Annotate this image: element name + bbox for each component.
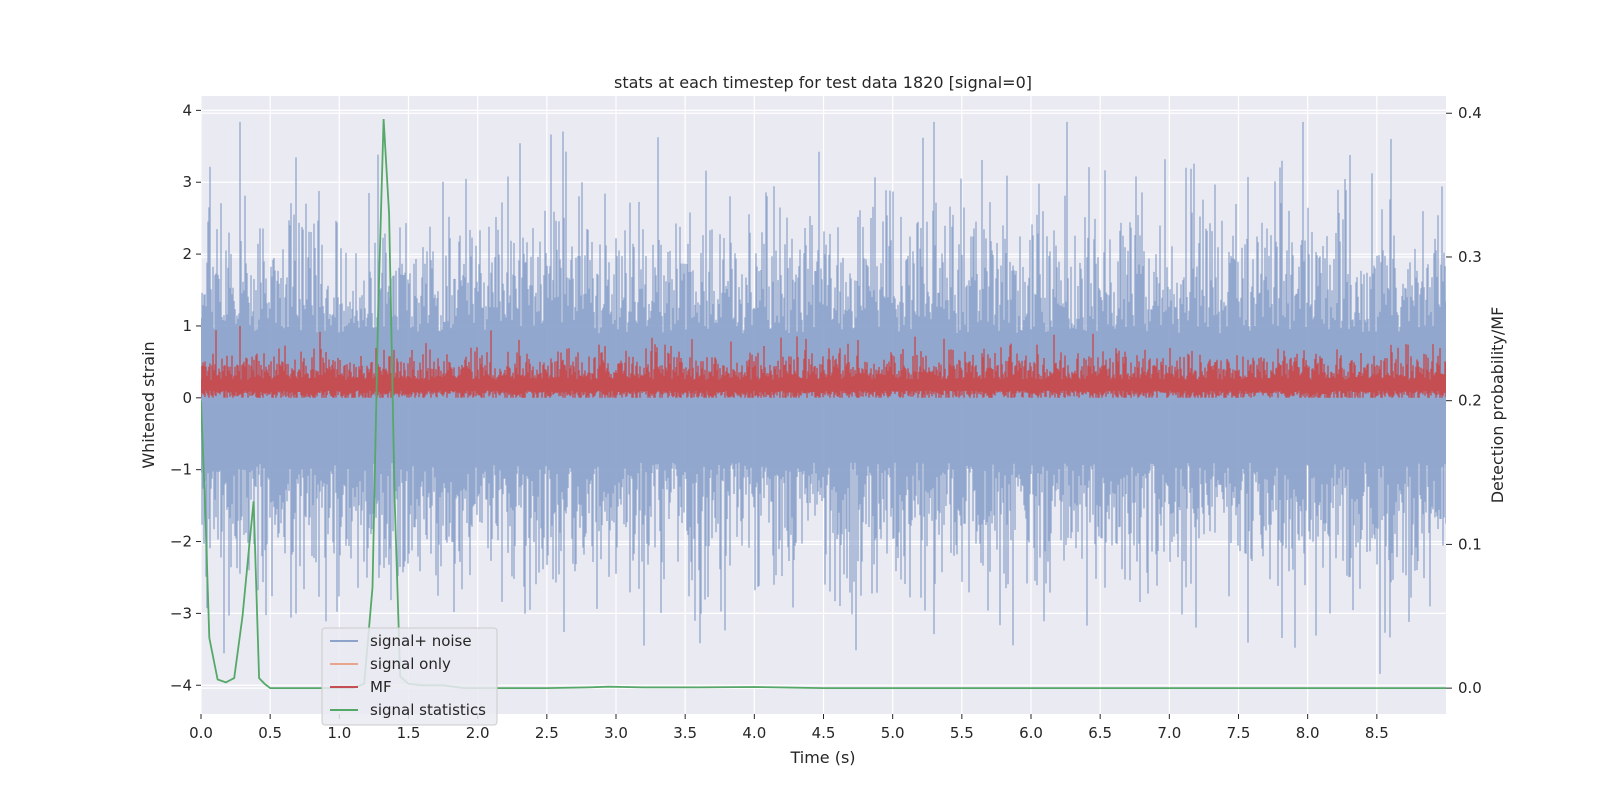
x-tick-label: 5.5 bbox=[950, 724, 974, 742]
series-signal-noise-line bbox=[201, 121, 1446, 674]
y-tick-label: 1 bbox=[182, 317, 192, 335]
y-tick-label: 4 bbox=[182, 101, 192, 119]
right-y-axis-ticks: 0.4 0.3 0.2 0.1 0.0 bbox=[1446, 104, 1482, 697]
plot-area bbox=[201, 118, 1446, 689]
x-tick-label: 3.0 bbox=[604, 724, 628, 742]
x-axis-label: Time (s) bbox=[789, 748, 855, 767]
legend-label-signal-noise: signal+ noise bbox=[370, 632, 472, 650]
right-y-tick-label: 0.0 bbox=[1458, 679, 1482, 697]
x-axis-ticks: 0.0 0.5 1.0 1.5 2.0 2.5 3.0 3.5 4.0 4.5 5.0 5.5 6.0 6… bbox=[189, 714, 1389, 742]
legend-label-signal-statistics: signal statistics bbox=[370, 701, 486, 719]
x-tick-label: 6.5 bbox=[1088, 724, 1112, 742]
legend-label-signal-only: signal only bbox=[370, 655, 451, 673]
y-tick-label: −3 bbox=[170, 604, 192, 622]
chart-title: stats at each timestep for test data 182… bbox=[614, 73, 1032, 92]
right-y-tick-label: 0.2 bbox=[1458, 392, 1482, 410]
legend-box bbox=[321, 627, 498, 726]
y-tick-label: 0 bbox=[182, 389, 192, 407]
x-tick-label: 4.5 bbox=[812, 724, 836, 742]
x-tick-label: 7.0 bbox=[1157, 724, 1181, 742]
y-axis-label: Whitened strain bbox=[139, 341, 158, 468]
x-tick-label: 4.0 bbox=[742, 724, 766, 742]
y-tick-label: −2 bbox=[170, 533, 192, 551]
series-signal-statistics-line bbox=[201, 118, 1446, 689]
x-tick-label: 2.5 bbox=[535, 724, 559, 742]
legend-label-mf: MF bbox=[370, 678, 392, 696]
y-tick-label: 3 bbox=[182, 173, 192, 191]
right-y-tick-label: 0.1 bbox=[1458, 535, 1482, 553]
right-y-axis-label: Detection probability/MF bbox=[1488, 307, 1507, 504]
y-axis-ticks: 4 3 2 1 0 −1 −2 −3 −4 bbox=[170, 101, 201, 694]
x-tick-label: 1.5 bbox=[397, 724, 421, 742]
x-tick-label: 7.5 bbox=[1227, 724, 1251, 742]
series-mf-line bbox=[201, 326, 1446, 398]
legend: signal+ noise signal only MF signal stat… bbox=[321, 627, 498, 726]
x-tick-label: 5.0 bbox=[881, 724, 905, 742]
x-tick-label: 6.0 bbox=[1019, 724, 1043, 742]
x-tick-label: 3.5 bbox=[673, 724, 697, 742]
x-tick-label: 8.5 bbox=[1365, 724, 1389, 742]
x-tick-label: 1.0 bbox=[327, 724, 351, 742]
y-tick-label: 2 bbox=[182, 245, 192, 263]
y-tick-label: −1 bbox=[170, 461, 192, 479]
x-tick-label: 2.0 bbox=[466, 724, 490, 742]
x-tick-label: 8.0 bbox=[1296, 724, 1320, 742]
y-tick-label: −4 bbox=[170, 676, 192, 694]
right-y-tick-label: 0.3 bbox=[1458, 248, 1482, 266]
x-tick-label: 0.5 bbox=[258, 724, 282, 742]
right-y-tick-label: 0.4 bbox=[1458, 104, 1482, 122]
x-tick-label: 0.0 bbox=[189, 724, 213, 742]
